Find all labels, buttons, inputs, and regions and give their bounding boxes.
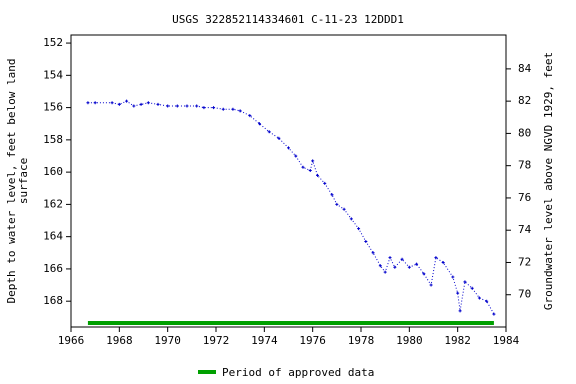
y-tick-label: 152: [43, 36, 63, 49]
data-point: [86, 101, 90, 105]
y2-tick-label: 74: [518, 223, 532, 236]
data-point: [125, 99, 129, 103]
data-point: [388, 256, 392, 260]
data-point: [407, 265, 411, 269]
y2-tick-label: 72: [518, 255, 531, 268]
data-point: [156, 102, 160, 106]
chart-title: USGS 322852114334601 C-11-23 12DDD1: [172, 13, 404, 26]
y-axis-label: Depth to water level, feet below land: [5, 58, 18, 303]
data-point: [166, 104, 170, 108]
x-tick-label: 1980: [396, 334, 423, 347]
legend-label: Period of approved data: [222, 366, 374, 379]
data-point: [477, 296, 481, 300]
data-point: [248, 114, 252, 118]
y2-tick-label: 80: [518, 126, 531, 139]
y-tick-label: 156: [43, 101, 63, 114]
data-point: [311, 159, 315, 163]
data-point: [378, 264, 382, 268]
data-point: [349, 217, 353, 221]
data-point: [383, 270, 387, 274]
y-tick-label: 158: [43, 133, 63, 146]
data-point: [451, 275, 455, 279]
data-point: [393, 265, 397, 269]
x-tick-label: 1978: [348, 334, 375, 347]
data-point: [415, 262, 419, 266]
y-tick-label: 164: [43, 230, 63, 243]
data-point: [434, 256, 438, 260]
data-line: [87, 100, 495, 315]
y2-tick-label: 76: [518, 191, 531, 204]
data-point: [316, 173, 319, 177]
data-point: [335, 202, 339, 206]
y-axis-label: surface: [17, 158, 30, 204]
data-point: [308, 169, 312, 173]
data-point: [458, 309, 462, 313]
x-tick-label: 1968: [106, 334, 133, 347]
x-tick-label: 1970: [154, 334, 181, 347]
y-tick-label: 162: [43, 197, 63, 210]
y-tick-label: 160: [43, 165, 63, 178]
y-tick-label: 166: [43, 262, 63, 275]
data-point: [371, 251, 375, 255]
data-point: [330, 193, 334, 197]
data-point: [258, 122, 261, 126]
data-point: [287, 146, 290, 150]
data-point: [221, 107, 225, 111]
data-point: [492, 312, 496, 316]
data-point: [485, 299, 489, 303]
data-point: [357, 227, 361, 231]
data-point: [400, 257, 404, 261]
data-point: [93, 101, 97, 105]
data-point: [267, 130, 271, 134]
y2-tick-label: 70: [518, 288, 531, 301]
x-tick-label: 1966: [58, 334, 85, 347]
data-point: [429, 283, 433, 287]
y2-tick-label: 82: [518, 94, 531, 107]
data-point: [212, 106, 216, 110]
data-point: [202, 106, 206, 110]
data-point: [294, 154, 298, 158]
data-point: [175, 104, 179, 108]
y2-tick-label: 78: [518, 159, 531, 172]
data-point: [132, 104, 136, 108]
data-point: [185, 104, 189, 108]
data-point: [342, 207, 346, 211]
x-tick-label: 1984: [493, 334, 520, 347]
y-tick-label: 154: [43, 68, 63, 81]
data-point: [301, 165, 305, 169]
data-point: [110, 101, 114, 105]
y2-axis-label: Groundwater level above NGVD 1929, feet: [542, 52, 555, 310]
x-tick-label: 1976: [299, 334, 326, 347]
x-tick-label: 1972: [203, 334, 230, 347]
data-point: [277, 136, 281, 140]
data-point: [470, 286, 474, 290]
plot-frame: [70, 34, 507, 328]
data-point: [422, 272, 426, 276]
data-point: [195, 104, 199, 108]
data-point: [238, 109, 242, 113]
x-tick-label: 1982: [444, 334, 471, 347]
data-point: [364, 239, 368, 243]
x-tick-label: 1974: [251, 334, 278, 347]
data-point: [231, 107, 235, 111]
data-point: [441, 260, 445, 264]
data-point: [456, 291, 460, 295]
y-tick-label: 168: [43, 294, 63, 307]
data-point: [139, 102, 143, 106]
y2-tick-label: 84: [518, 62, 532, 75]
data-point: [146, 101, 150, 105]
data-point: [117, 102, 121, 106]
data-point: [323, 181, 327, 185]
data-point: [463, 280, 467, 284]
